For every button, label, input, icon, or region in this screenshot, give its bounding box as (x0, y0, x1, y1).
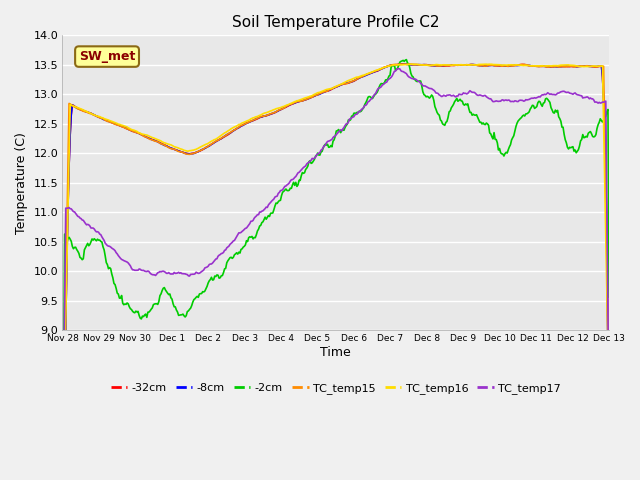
Text: SW_met: SW_met (79, 50, 135, 63)
Legend: -32cm, -8cm, -2cm, TC_temp15, TC_temp16, TC_temp17: -32cm, -8cm, -2cm, TC_temp15, TC_temp16,… (106, 379, 566, 398)
Y-axis label: Temperature (C): Temperature (C) (15, 132, 28, 234)
Title: Soil Temperature Profile C2: Soil Temperature Profile C2 (232, 15, 440, 30)
X-axis label: Time: Time (321, 346, 351, 359)
